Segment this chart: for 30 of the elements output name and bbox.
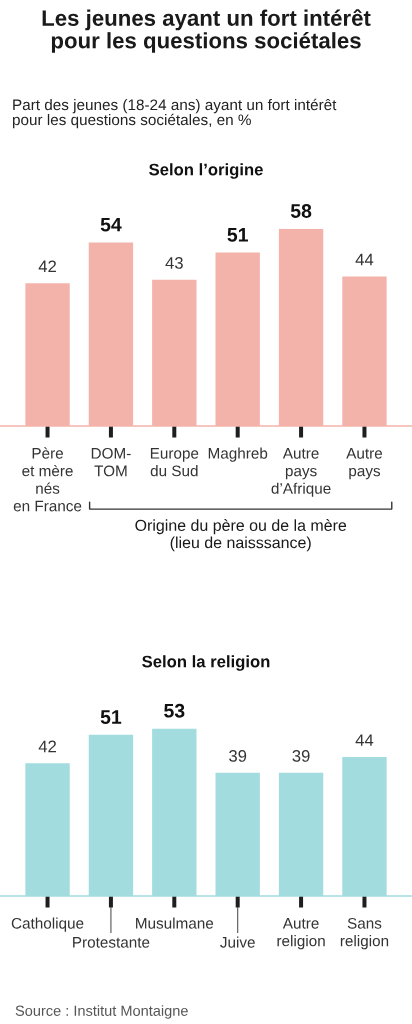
data-label: 44 (355, 253, 374, 266)
x-tick-label: Sans religion (340, 917, 389, 950)
x-tick-label: Europe du Sud (150, 448, 199, 477)
chart-title: Selon la religion (142, 655, 270, 671)
data-label: 43 (165, 257, 183, 269)
data-label: 53 (164, 703, 185, 718)
text: Origine du père ou de la mère (lieu de naisssance) (135, 519, 347, 552)
x-tick-label: Protestante (73, 937, 150, 948)
data-label: 42 (38, 740, 56, 753)
x-tick-label: Autre pays d’Afrique (271, 448, 331, 497)
x-tick-label: Juive (220, 936, 255, 948)
x-tick-label: DOM- TOM (91, 447, 131, 477)
data-label: 58 (290, 204, 312, 218)
text: Part des jeunes (18-24 ans) ayant un fort intérêt pour les questions sociétales, en % (12, 98, 337, 129)
data-label: 39 (229, 750, 247, 762)
data-label: 42 (38, 260, 56, 273)
data-label: 54 (100, 217, 122, 232)
data-label: 39 (292, 750, 310, 762)
data-label: 44 (355, 734, 374, 746)
data-label: 51 (227, 228, 248, 242)
x-tick-label: Maghreb (208, 447, 268, 462)
x-tick-label: Père et mère nés en France (13, 447, 82, 512)
source-note: Source : Institut Montaigne (15, 1005, 188, 1019)
x-tick-label: Autre religion (277, 918, 325, 950)
chart-title: Selon l’origine (149, 163, 263, 179)
data-label: 51 (100, 710, 122, 724)
text: Les jeunes ayant un fort intérêt pour les questions sociétales (42, 9, 371, 53)
x-tick-label: Catholique (11, 917, 84, 932)
x-tick-label: Autre pays (346, 448, 383, 480)
x-tick-label: Musulmane (136, 917, 214, 929)
